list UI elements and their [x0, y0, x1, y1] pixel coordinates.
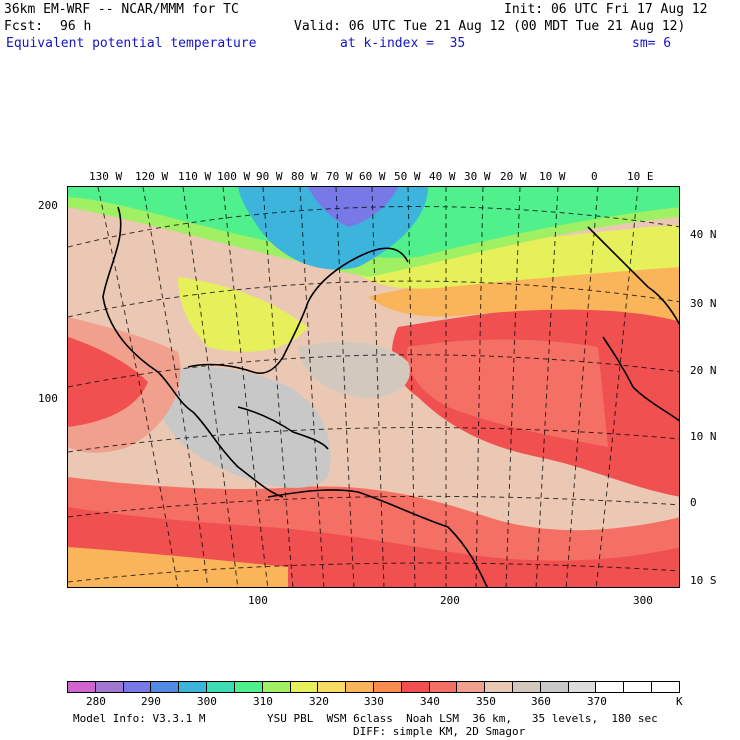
colorbar-swatch	[652, 682, 679, 692]
colorbar-label: 320	[309, 695, 329, 708]
colorbar-swatch	[540, 682, 569, 692]
lon-label: 130 W	[89, 170, 123, 183]
field-gulf-gray	[156, 366, 331, 488]
colorbar-swatch	[290, 682, 319, 692]
colorbar-unit: K	[676, 695, 683, 708]
lon-label: 10 W	[539, 170, 566, 183]
colorbar-label: 300	[197, 695, 217, 708]
model-info: Model Info: V3.3.1 M	[73, 712, 206, 725]
colorbar-label: 290	[141, 695, 161, 708]
field-atlantic-salmon	[407, 339, 608, 447]
lat-label: 10 S	[690, 574, 717, 587]
valid-time: Valid: 06 UTC Tue 21 Aug 12 (00 MDT Tue …	[294, 19, 686, 34]
field-central-gray	[298, 342, 410, 398]
colorbar-swatch	[401, 682, 430, 692]
colorbar-swatch	[346, 682, 374, 692]
lon-label: 10 E	[627, 170, 654, 183]
forecast-hour: 96 h	[60, 19, 92, 34]
field-us-yellow	[178, 277, 308, 352]
lon-label: 50 W	[394, 170, 421, 183]
colorbar-label: 360	[531, 695, 551, 708]
lon-label: 80 W	[291, 170, 318, 183]
lat-label: 30 N	[690, 297, 717, 310]
lon-label: 60 W	[359, 170, 386, 183]
field-land-red	[68, 337, 148, 427]
colorbar-swatch	[624, 682, 653, 692]
field-canada-blue	[308, 187, 398, 227]
field-south-orange	[68, 547, 288, 587]
colorbar-swatch	[123, 682, 152, 692]
colorbar-swatch	[68, 682, 96, 692]
lon-label: 110 W	[178, 170, 212, 183]
theta-e-field	[68, 187, 679, 587]
colorbar-label: 370	[587, 695, 607, 708]
colorbar-swatch	[373, 682, 402, 692]
grid-x-label: 100	[248, 594, 268, 607]
coastlines	[102, 206, 679, 587]
lat-label: 10 N	[690, 430, 717, 443]
model-title: 36km EM-WRF -- NCAR/MMM for TC	[4, 2, 239, 17]
lat-label: 40 N	[690, 228, 717, 241]
colorbar-label: 340	[420, 695, 440, 708]
colorbar-swatch	[429, 682, 458, 692]
lat-lon-grid	[68, 187, 679, 587]
grid-x-label: 300	[633, 594, 653, 607]
colorbar-swatch	[151, 682, 180, 692]
colorbar-label: 350	[476, 695, 496, 708]
grid-y-label: 200	[38, 199, 58, 212]
lon-label: 20 W	[500, 170, 527, 183]
colorbar-swatch	[596, 682, 625, 692]
colorbar-swatch	[95, 682, 124, 692]
lon-label: 0	[591, 170, 598, 183]
field-name: Equivalent potential temperature	[6, 36, 257, 51]
colorbar-swatch	[568, 682, 597, 692]
grid-x-label: 200	[440, 594, 460, 607]
lon-label: 100 W	[217, 170, 251, 183]
forecast-label: Fcst:	[4, 19, 44, 34]
lat-label: 0	[690, 496, 697, 509]
smoothing-label: sm= 6	[632, 36, 672, 51]
level-label: at k-index = 35	[340, 36, 466, 51]
colorbar-label: 280	[86, 695, 106, 708]
colorbar-swatch	[513, 682, 541, 692]
colorbar-swatch	[485, 682, 513, 692]
colorbar-label: 330	[364, 695, 384, 708]
init-time: Init: 06 UTC Fri 17 Aug 12	[504, 2, 708, 17]
lon-label: 70 W	[326, 170, 353, 183]
physics-info: YSU PBL WSM 6class Noah LSM 36 km, 35 le…	[267, 712, 658, 725]
colorbar-swatch	[207, 682, 235, 692]
diffusion-info: DIFF: simple KM, 2D Smagor	[353, 725, 526, 738]
lon-label: 30 W	[464, 170, 491, 183]
grid-y-label: 100	[38, 392, 58, 405]
colorbar-label: 310	[253, 695, 273, 708]
map-panel	[67, 186, 680, 588]
colorbar-swatch	[262, 682, 291, 692]
colorbar-swatch	[318, 682, 347, 692]
colorbar-swatch	[457, 682, 486, 692]
lat-label: 20 N	[690, 364, 717, 377]
colorbar-swatch	[234, 682, 263, 692]
colorbar-swatch	[179, 682, 208, 692]
colorbar	[67, 681, 680, 693]
lon-label: 40 W	[429, 170, 456, 183]
lon-label: 90 W	[256, 170, 283, 183]
field-north-yellow	[348, 225, 679, 289]
lon-label: 120 W	[135, 170, 169, 183]
